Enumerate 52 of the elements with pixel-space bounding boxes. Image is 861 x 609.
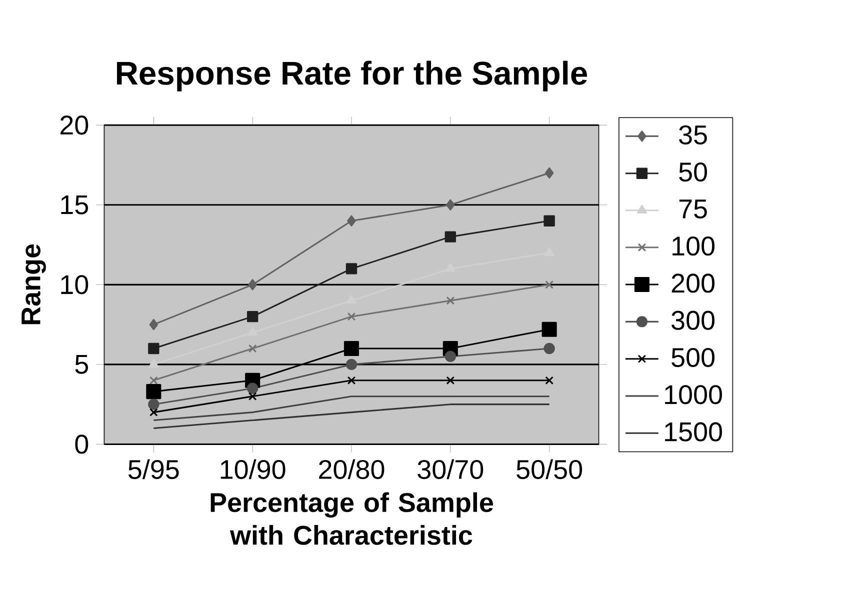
point bbox=[248, 344, 257, 353]
x-axis-title: Percentage of Sample with Characteristic bbox=[210, 492, 493, 546]
point bbox=[446, 296, 455, 305]
point bbox=[149, 376, 158, 385]
legend-label: 35 bbox=[679, 125, 707, 145]
point bbox=[544, 168, 554, 179]
y-tick-label: 0 bbox=[75, 434, 88, 454]
point bbox=[544, 343, 555, 354]
point bbox=[148, 398, 160, 410]
y-tick-label: 15 bbox=[61, 196, 88, 214]
x-tick-label: 30/70 bbox=[418, 459, 484, 480]
chart-title: Response Rate for the Sample bbox=[116, 60, 588, 92]
x-tick-label: 50/50 bbox=[516, 459, 582, 480]
point bbox=[545, 280, 554, 289]
y-tick-label: 20 bbox=[60, 116, 88, 135]
point bbox=[545, 376, 554, 385]
legend-label: 50 bbox=[679, 162, 707, 182]
y-axis-title: Range bbox=[22, 244, 46, 324]
y-tick-label: 10 bbox=[61, 275, 88, 294]
legend-label: 1500 bbox=[665, 422, 722, 442]
point bbox=[446, 199, 455, 211]
legend-label: 200 bbox=[672, 274, 714, 293]
x-tick-label: 10/90 bbox=[220, 459, 286, 480]
legend-label: 75 bbox=[679, 200, 707, 219]
legend-label: 100 bbox=[672, 236, 714, 256]
x-tick-label: 20/80 bbox=[319, 459, 384, 480]
point bbox=[149, 408, 158, 417]
point bbox=[544, 215, 555, 227]
point bbox=[248, 279, 257, 290]
point bbox=[346, 263, 358, 274]
point bbox=[347, 376, 356, 385]
line-series bbox=[152, 404, 550, 430]
x-tick-label: 5/95 bbox=[128, 459, 179, 480]
point bbox=[148, 358, 159, 368]
legend-label: 300 bbox=[672, 310, 714, 330]
point bbox=[246, 382, 258, 394]
legend-label: 500 bbox=[672, 348, 714, 368]
point bbox=[446, 376, 455, 385]
point bbox=[346, 358, 358, 370]
point bbox=[347, 215, 356, 227]
y-tick-label: 5 bbox=[75, 355, 88, 374]
point bbox=[344, 341, 359, 356]
point bbox=[146, 384, 162, 400]
point bbox=[148, 343, 160, 354]
point bbox=[542, 322, 557, 337]
point bbox=[444, 351, 456, 362]
point bbox=[347, 312, 356, 321]
point bbox=[248, 392, 257, 401]
point bbox=[444, 231, 456, 243]
point bbox=[149, 319, 158, 330]
point bbox=[246, 311, 258, 322]
legend-label: 1000 bbox=[665, 385, 722, 404]
